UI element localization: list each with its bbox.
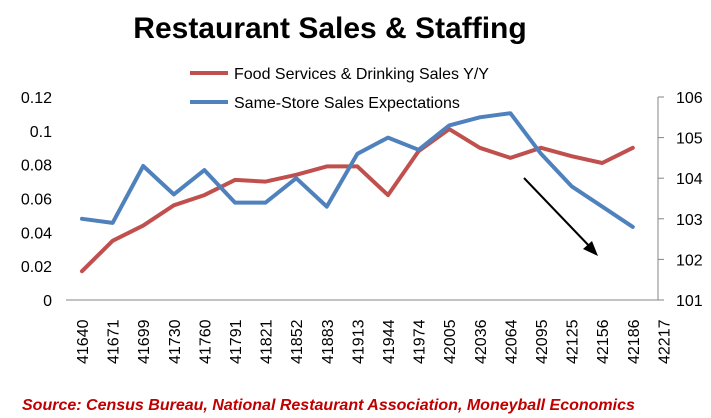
legend-label-same-store: Same-Store Sales Expectations	[234, 95, 460, 112]
x-tick-label: 41671	[106, 319, 123, 364]
right-tick-label: 105	[676, 131, 703, 148]
series-line-0	[80, 127, 635, 274]
legend-label-food-services: Food Services & Drinking Sales Y/Y	[234, 66, 489, 83]
source-note: Source: Census Bureau, National Restaura…	[22, 397, 635, 414]
x-tick-label: 41944	[381, 319, 398, 364]
x-tick-label: 41974	[412, 319, 429, 364]
left-tick-label: 0	[43, 293, 52, 310]
trend-arrow	[523, 177, 598, 256]
series-line-1	[80, 111, 635, 229]
x-tick-label: 42125	[565, 319, 582, 364]
trend-arrow-shaft	[523, 177, 594, 251]
right-y-axis: 101 102 103 104 105 106	[658, 90, 703, 310]
legend: Food Services & Drinking Sales Y/Y Same-…	[190, 66, 489, 112]
x-tick-label: 42064	[503, 319, 520, 364]
left-tick-label: 0.1	[30, 124, 52, 141]
right-tick-label: 104	[676, 171, 703, 188]
right-tick-label: 103	[676, 212, 703, 229]
left-y-axis: 0 0.02 0.04 0.06 0.08 0.1 0.12	[21, 90, 52, 310]
x-tick-label: 41883	[320, 319, 337, 364]
x-tick-label: 42095	[534, 319, 551, 364]
x-tick-label: 42217	[656, 319, 673, 364]
x-tick-label: 41699	[136, 319, 153, 364]
x-tick-label: 41791	[228, 319, 245, 364]
x-tick-label: 41821	[259, 319, 276, 364]
left-tick-label: 0.06	[21, 192, 52, 209]
x-tick-label: 41640	[75, 319, 92, 364]
left-tick-label: 0.08	[21, 158, 52, 175]
right-tick-label: 102	[676, 252, 703, 269]
x-tick-label: 41913	[350, 319, 367, 364]
left-tick-label: 0.12	[21, 90, 52, 107]
x-tick-label: 42005	[442, 319, 459, 364]
x-tick-label: 42156	[595, 319, 612, 364]
series-group	[80, 111, 635, 274]
right-tick-label: 106	[676, 90, 703, 107]
x-tick-label: 41852	[289, 319, 306, 364]
x-tick-label: 41760	[197, 319, 214, 364]
left-tick-label: 0.04	[21, 225, 52, 242]
x-tick-label: 42186	[626, 319, 643, 364]
chart-title: Restaurant Sales & Staffing	[133, 12, 526, 45]
x-tick-label: 41730	[167, 319, 184, 364]
right-tick-label: 101	[676, 293, 703, 310]
x-tick-label: 42036	[473, 319, 490, 364]
x-axis: 41640 41671 41699 41730 41760 41791 41821 41852…	[75, 319, 673, 364]
trend-arrow-head	[583, 241, 598, 256]
left-tick-label: 0.02	[21, 259, 52, 276]
